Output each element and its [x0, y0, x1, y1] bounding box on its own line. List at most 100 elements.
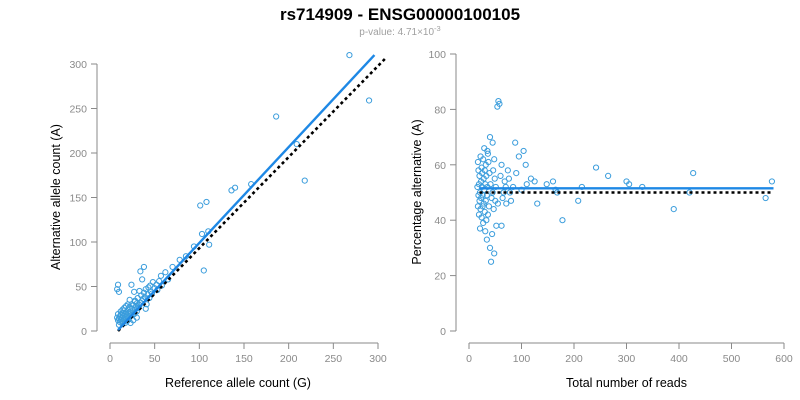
allele-count-data-point [139, 276, 146, 283]
percentage-data-point [489, 139, 496, 146]
allele-count-reference-line [117, 57, 387, 332]
percentage-y-tick-label: 100 [428, 49, 446, 61]
percentage-data-point [498, 161, 505, 168]
allele-count-data-point [169, 263, 176, 271]
allele-count-data-point [114, 314, 121, 321]
percentage-data-point [503, 200, 510, 207]
allele-count-data-point [203, 198, 210, 206]
chart-title: rs714909 - ENSG00000100105 [280, 5, 520, 24]
chart-subtitle: p-value: 4.71×10-3 [359, 24, 440, 38]
percentage-data-point [486, 244, 494, 251]
allele-count-data-point [142, 286, 149, 293]
allele-count-data-point [128, 281, 135, 288]
percentage-data-point [527, 175, 535, 182]
allele-count-data-point [365, 97, 373, 104]
allele-count-data-point [293, 141, 300, 148]
percentage-data-point [502, 183, 509, 191]
percentage-data-point [492, 183, 499, 191]
percentage-data-point [474, 203, 482, 210]
percentage-data-point [485, 203, 493, 210]
allele-count-data-point [116, 319, 123, 326]
percentage-y-tick-label: 20 [434, 271, 446, 283]
percentage-data-point [475, 192, 482, 199]
percentage-x-tick-label: 600 [775, 353, 793, 365]
allele-count-y-tick-label: 250 [69, 104, 87, 116]
percentage-data-point [480, 200, 487, 207]
allele-count-data-point [124, 301, 131, 308]
percentage-x-tick-label: 0 [466, 353, 472, 365]
percentage-data-point [509, 183, 517, 191]
allele-count-data-point [301, 177, 308, 184]
percentage-data-point [499, 194, 506, 202]
allele-count-x-tick-label: 250 [325, 353, 343, 365]
percentage-data-point [507, 197, 515, 204]
percentage-data-point [549, 178, 557, 185]
allele-count-y-tick-label: 100 [69, 237, 87, 249]
allele-count-y-axis-title: Alternative allele count (A) [49, 124, 63, 270]
allele-count-scatter-panel: 0 50 100 150 200 250 300 0 50 100 150 200 250 300 Refe… [49, 52, 387, 390]
percentage-data-point [490, 206, 497, 213]
allele-count-data-point [162, 269, 169, 276]
percentage-data-point [491, 250, 498, 257]
allele-count-fit-line [117, 54, 376, 331]
allele-count-data-point [140, 263, 148, 271]
percentage-data-point [552, 186, 559, 193]
percentage-y-tick-label: 60 [434, 160, 446, 172]
percentage-data-point [520, 147, 527, 155]
percentage-data-point [476, 225, 484, 232]
percentage-data-point [493, 222, 500, 229]
allele-count-data-point [131, 298, 139, 305]
percentage-data-point [476, 172, 483, 179]
allele-count-data-point [119, 306, 126, 313]
allele-count-x-tick-label: 200 [280, 353, 298, 365]
allele-count-data-point [122, 310, 129, 318]
allele-count-data-point [137, 268, 144, 275]
percentage-x-tick-label: 300 [618, 353, 636, 365]
percentage-data-point [476, 197, 483, 204]
percentage-y-tick-label: 0 [440, 326, 446, 338]
percentage-data-point [489, 230, 496, 238]
percentage-y-axis-title: Percentage alternative (A) [410, 119, 424, 264]
percentage-data-point [522, 161, 529, 168]
percentage-data-point [575, 197, 582, 204]
percentage-data-point [487, 258, 495, 265]
allele-count-data-point [346, 52, 353, 59]
percentage-data-point [491, 175, 498, 182]
percentage-data-point [559, 217, 566, 224]
allele-count-y-tick-label: 150 [69, 193, 87, 205]
allele-count-data-point [200, 267, 207, 274]
percentage-data-point [475, 167, 482, 174]
percentage-data-point [475, 211, 483, 218]
percentage-data-point [505, 175, 512, 182]
percentage-data-point [592, 164, 600, 171]
allele-count-data-point [117, 308, 124, 315]
percentage-data-point [490, 167, 497, 174]
allele-count-data-point [231, 184, 239, 191]
allele-count-data-point [114, 281, 122, 288]
percentage-x-axis-title: Total number of reads [566, 376, 687, 390]
percentage-data-point [504, 167, 511, 174]
percentage-data-point [670, 206, 677, 213]
allele-count-x-tick-label: 50 [149, 353, 161, 365]
percentage-x-tick-label: 400 [670, 353, 688, 365]
percentage-data-point [481, 145, 488, 152]
percentage-data-point [501, 178, 508, 185]
percentage-data-point [494, 200, 501, 207]
percentage-data-point [494, 103, 501, 110]
percentage-data-point [482, 161, 489, 168]
percentage-data-point [531, 178, 538, 185]
percentage-data-point [483, 236, 490, 243]
percentage-y-tick-label: 80 [434, 104, 446, 116]
percentage-data-point [768, 178, 776, 185]
allele-count-x-tick-label: 100 [191, 353, 209, 365]
allele-count-data-point [147, 282, 154, 289]
percentage-data-point [513, 170, 520, 177]
p-value-text: p-value: 4.71×10 [359, 27, 434, 38]
allele-count-data-point [131, 288, 138, 295]
percentage-data-point [690, 170, 697, 177]
percentage-data-point [491, 156, 498, 163]
percentage-data-point [486, 134, 494, 141]
percentage-data-point [474, 158, 482, 166]
allele-count-data-point [206, 241, 213, 248]
